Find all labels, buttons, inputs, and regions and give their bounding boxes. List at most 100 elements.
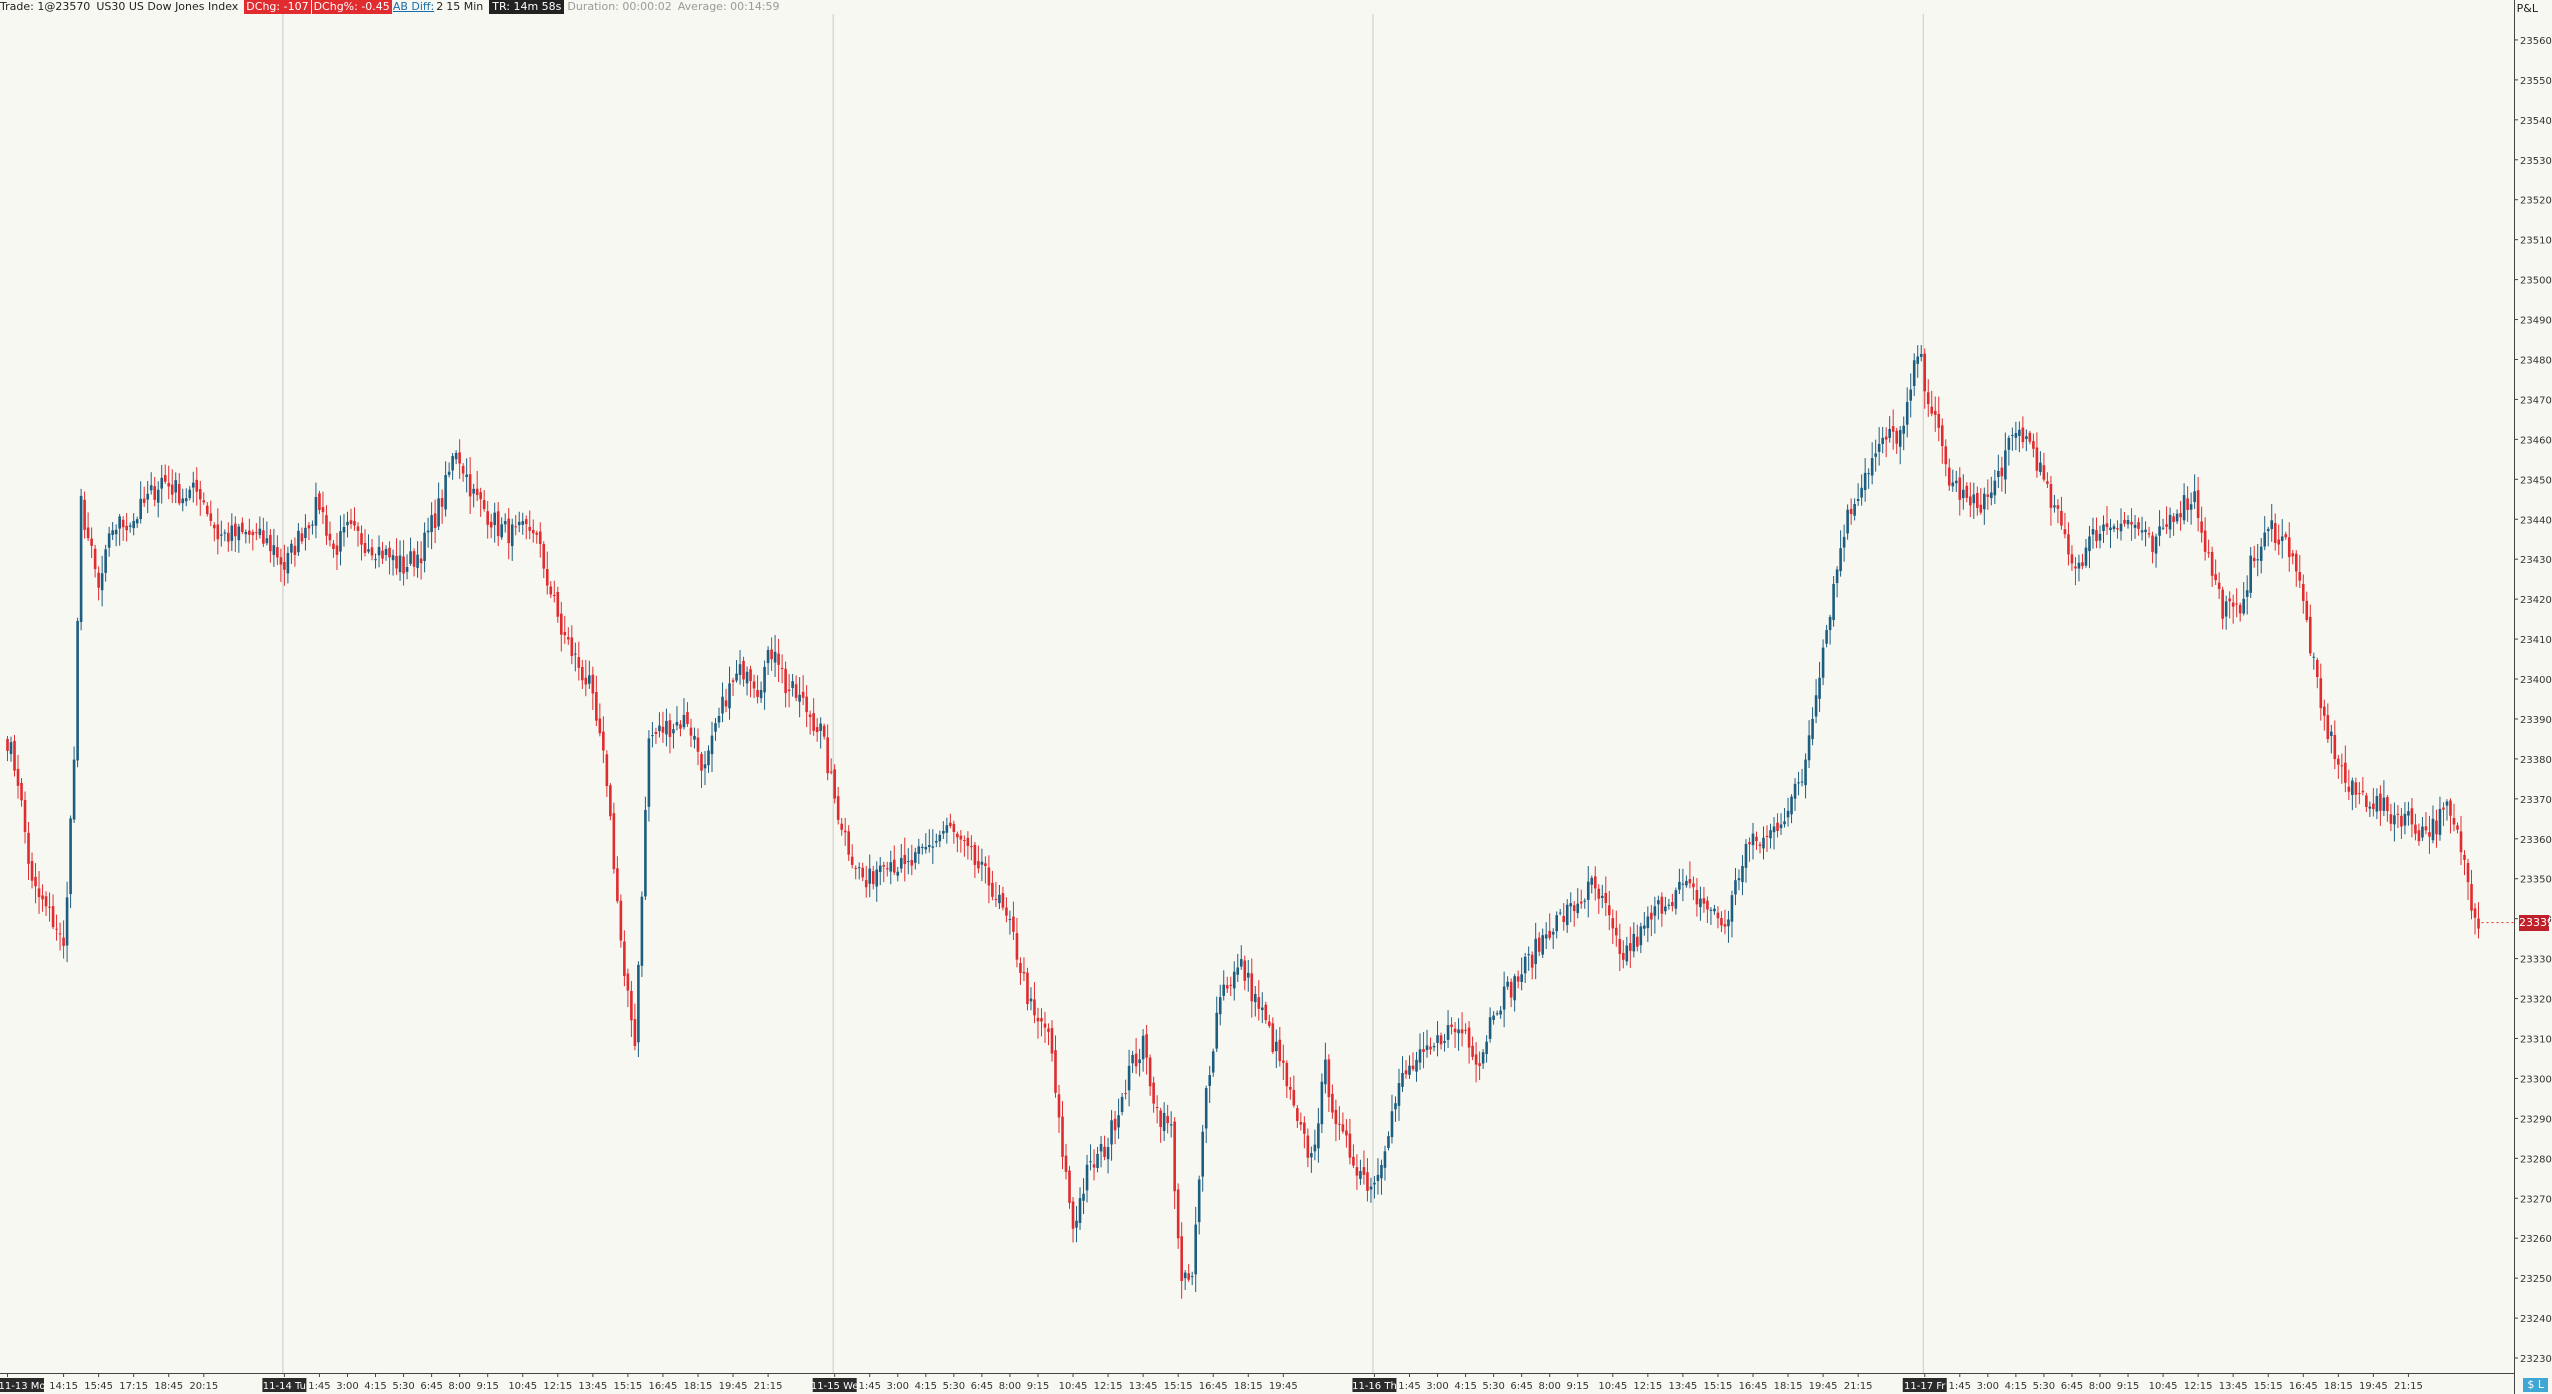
candle-body: [1702, 898, 1706, 904]
candle-body: [1772, 826, 1776, 833]
candle-body: [37, 888, 41, 898]
day-marker-label: 11-15 We: [811, 1381, 859, 1392]
candle-body: [1488, 1017, 1492, 1039]
candle-body: [2424, 826, 2428, 831]
candle-body: [191, 482, 195, 488]
candle-body: [1429, 1046, 1432, 1050]
x-tick-label: 14:15: [49, 1381, 78, 1392]
candle-body: [153, 486, 157, 500]
candle-body: [1296, 1108, 1299, 1121]
candle-body: [514, 526, 518, 528]
candle-body: [759, 689, 763, 699]
candle-body: [640, 896, 644, 966]
candle-body: [714, 723, 717, 732]
candle-body: [321, 507, 325, 513]
candle-body: [1015, 933, 1019, 960]
x-tick-label: 19:45: [719, 1381, 748, 1392]
x-tick-label: 10:45: [1598, 1381, 1627, 1392]
candle-body: [332, 543, 335, 549]
candle-body: [234, 523, 237, 537]
candle-body: [2445, 801, 2449, 806]
candle-body: [1176, 1189, 1180, 1239]
candle-body: [1222, 984, 1226, 996]
day-marker-badge: [1352, 1378, 1397, 1392]
candle-body: [1113, 1118, 1117, 1131]
candle-body: [2375, 796, 2379, 812]
candle-body: [2028, 432, 2032, 442]
candle-body: [1846, 509, 1849, 534]
candle-body: [1292, 1089, 1296, 1106]
candle-body: [1506, 981, 1509, 987]
candle-body: [1940, 425, 1944, 446]
candle-body: [931, 846, 935, 848]
candle-body: [549, 586, 553, 595]
candle-body: [1541, 935, 1544, 955]
settings-corner-button[interactable]: $ L: [2523, 1378, 2548, 1392]
candle-body: [885, 868, 889, 870]
ab-diff-link[interactable]: AB Diff:: [392, 0, 435, 13]
candle-body: [559, 613, 563, 635]
candle-body: [227, 532, 230, 542]
y-tick-label: 23490: [2520, 316, 2552, 327]
candle-body: [780, 668, 784, 670]
candle-body: [489, 521, 493, 528]
candle-body: [51, 906, 55, 928]
candle-body: [654, 732, 658, 734]
candle-body: [2189, 504, 2193, 510]
x-tick-label: 1:45: [858, 1381, 880, 1392]
candle-body: [2098, 533, 2102, 541]
candle-body: [651, 735, 654, 737]
candle-body: [1909, 389, 1913, 401]
candle-body: [184, 498, 188, 502]
candle-body: [2337, 758, 2340, 765]
candle-body: [160, 477, 164, 489]
candle-body: [1099, 1143, 1103, 1152]
candle-body: [1495, 1013, 1499, 1015]
candle-body: [1818, 677, 1821, 699]
pl-label[interactable]: P&L: [2516, 2, 2538, 15]
candle-body: [114, 529, 118, 535]
candle-body: [493, 512, 496, 526]
candle-body: [1173, 1121, 1176, 1192]
candle-body: [486, 511, 489, 525]
candle-body: [479, 492, 482, 500]
x-tick-label: 18:15: [1234, 1381, 1263, 1392]
candle-body: [2466, 862, 2470, 883]
candle-body: [1783, 821, 1786, 825]
y-tick-label: 23440: [2520, 515, 2552, 526]
candle-body: [290, 543, 293, 553]
candle-body: [468, 474, 472, 497]
x-tick-label: 3:00: [1426, 1381, 1448, 1392]
candle-body: [55, 928, 58, 930]
candle-body: [1664, 906, 1667, 912]
y-tick-label: 23290: [2520, 1114, 2552, 1125]
candle-body: [836, 796, 840, 820]
trade-info: Trade: 1@23570: [0, 0, 91, 13]
candle-body: [1604, 892, 1608, 904]
candle-body: [1534, 938, 1537, 965]
candle-body: [342, 527, 346, 533]
candle-body: [402, 556, 405, 574]
candle-body: [686, 712, 689, 724]
x-tick-label: 15:15: [2254, 1381, 2283, 1392]
candle-body: [2263, 532, 2267, 547]
y-tick-label: 23410: [2520, 635, 2552, 646]
candle-body: [1958, 477, 1962, 500]
day-marker-label: 11-14 Tu: [263, 1381, 306, 1392]
candle-body: [34, 876, 37, 887]
candle-body: [311, 524, 314, 526]
candle-body: [1636, 936, 1639, 947]
interval-label[interactable]: 15 Min: [446, 0, 484, 13]
candle-body: [1460, 1029, 1464, 1034]
candle-body: [447, 471, 451, 475]
candle-body: [994, 899, 998, 901]
candle-body: [763, 666, 766, 693]
candle-body: [223, 532, 227, 534]
candle-body: [325, 515, 328, 536]
candle-body: [1485, 1041, 1488, 1055]
candle-body: [1797, 782, 1800, 784]
candle-body: [1043, 1023, 1047, 1028]
candle-body: [2053, 505, 2056, 508]
candle-body: [262, 530, 265, 544]
